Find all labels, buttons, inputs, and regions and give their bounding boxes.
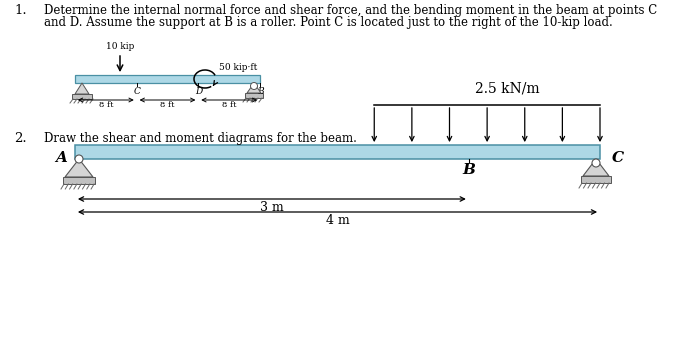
Bar: [75, 145, 600, 159]
Text: and D. Assume the support at B is a roller. Point C is located just to the right: and D. Assume the support at B is a roll…: [44, 16, 613, 29]
Text: B: B: [462, 163, 475, 177]
Text: 50 kip·ft: 50 kip·ft: [219, 63, 258, 72]
Bar: [72, 94, 92, 99]
Text: 4 m: 4 m: [326, 214, 349, 227]
Text: 3 m: 3 m: [260, 201, 284, 214]
Text: C: C: [133, 87, 140, 96]
Text: A: A: [55, 151, 67, 165]
Text: 10 kip: 10 kip: [106, 42, 134, 51]
Text: Draw the shear and moment diagrams for the beam.: Draw the shear and moment diagrams for t…: [44, 132, 357, 145]
Circle shape: [251, 82, 258, 90]
Circle shape: [592, 159, 600, 167]
Bar: [245, 93, 263, 98]
Text: C: C: [612, 151, 624, 165]
Polygon shape: [75, 83, 89, 94]
Polygon shape: [583, 159, 609, 176]
Text: D: D: [195, 87, 202, 96]
Text: 8 ft: 8 ft: [222, 101, 237, 109]
Bar: [63, 177, 95, 184]
Text: 2.: 2.: [14, 132, 27, 145]
Circle shape: [75, 155, 83, 163]
Bar: [581, 176, 611, 183]
Bar: [75, 75, 260, 83]
Text: 8 ft: 8 ft: [99, 101, 113, 109]
Text: 8 ft: 8 ft: [160, 101, 175, 109]
Polygon shape: [247, 83, 261, 93]
Text: Determine the internal normal force and shear force, and the bending moment in t: Determine the internal normal force and …: [44, 4, 657, 17]
Text: 2.5 kN/m: 2.5 kN/m: [475, 81, 540, 95]
Text: B: B: [257, 87, 263, 96]
Text: 1.: 1.: [14, 4, 27, 17]
Polygon shape: [65, 159, 93, 177]
